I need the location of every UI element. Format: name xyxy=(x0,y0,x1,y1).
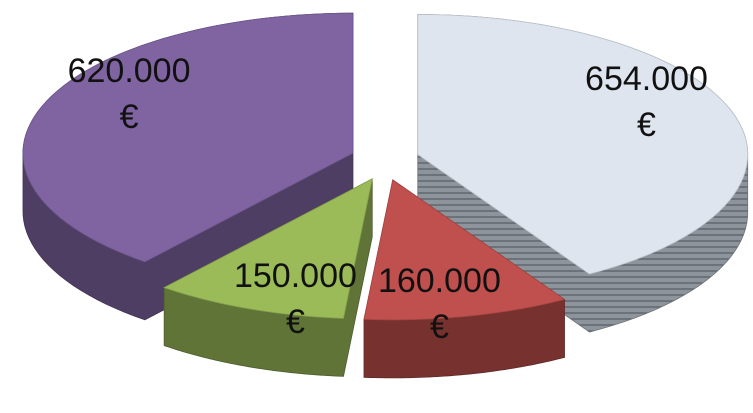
slice xyxy=(163,178,373,319)
slice xyxy=(22,12,354,263)
data-label: 160.000 € xyxy=(377,262,501,347)
data-label: 654.000 € xyxy=(585,60,708,145)
slice xyxy=(417,14,749,275)
slice xyxy=(363,179,566,321)
data-label: 620.000 € xyxy=(67,52,191,137)
data-label: 150.000 € xyxy=(233,257,357,342)
